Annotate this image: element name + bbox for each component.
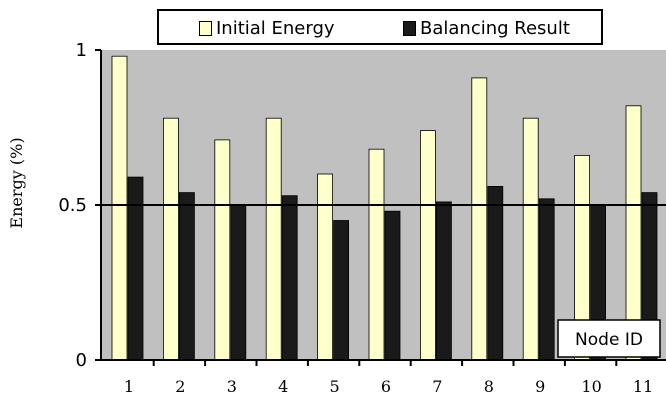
bar-initial-energy: [265, 117, 282, 361]
bar-initial-energy: [522, 117, 539, 361]
x-tick-label: 7: [432, 377, 442, 396]
x-tick-label: 3: [227, 377, 237, 396]
y-tick-label: 0: [76, 350, 87, 371]
bar-balancing-result: [384, 210, 401, 361]
bar-initial-energy: [317, 173, 334, 361]
bars: [111, 55, 658, 361]
legend-label-balancing-result: Balancing Result: [420, 18, 570, 39]
bar-balancing-result: [538, 198, 555, 361]
bar-balancing-result: [435, 201, 452, 361]
x-tick-label: 9: [535, 377, 545, 396]
bar-balancing-result: [333, 220, 350, 361]
bar-balancing-result: [281, 195, 298, 361]
y-tick-label: 0.5: [58, 195, 87, 216]
bar-balancing-result: [178, 192, 195, 361]
x-tick-label: 8: [484, 377, 494, 396]
y-axis-label: Energy (%): [7, 137, 26, 228]
bar-initial-energy: [214, 139, 231, 361]
bar-initial-energy: [368, 148, 385, 361]
bar-balancing-result: [487, 185, 504, 361]
legend-swatch-balancing-result: [403, 21, 416, 36]
bar-initial-energy: [111, 55, 128, 361]
bar-balancing-result: [230, 204, 247, 361]
x-tick-label: 10: [581, 377, 601, 396]
bar-initial-energy: [162, 117, 179, 361]
x-tick-label: 4: [278, 377, 288, 396]
x-tick-label: 6: [381, 377, 391, 396]
legend-swatch-initial-energy: [199, 21, 212, 36]
x-ticks: 1 2 3 4 5 6 7 8 9 10 11: [124, 360, 653, 396]
legend: Initial Energy Balancing Result: [157, 9, 603, 45]
legend-label-initial-energy: Initial Energy: [216, 18, 335, 39]
y-tick-label: 1: [76, 40, 87, 61]
bar-initial-energy: [419, 130, 436, 361]
x-axis-label-box: [557, 319, 661, 358]
x-tick-label: 11: [633, 377, 653, 396]
x-tick-label: 1: [124, 377, 134, 396]
x-tick-label: 5: [330, 377, 340, 396]
legend-item-balancing-result: Balancing Result: [403, 18, 570, 39]
y-ticks: 00.51: [58, 40, 101, 371]
legend-item-initial-energy: Initial Energy: [199, 18, 335, 39]
x-axis-label-text: Node ID: [575, 330, 643, 350]
y-axis-label-text: Energy (%): [7, 137, 26, 228]
bar-initial-energy: [471, 77, 488, 361]
x-tick-label: 2: [175, 377, 185, 396]
